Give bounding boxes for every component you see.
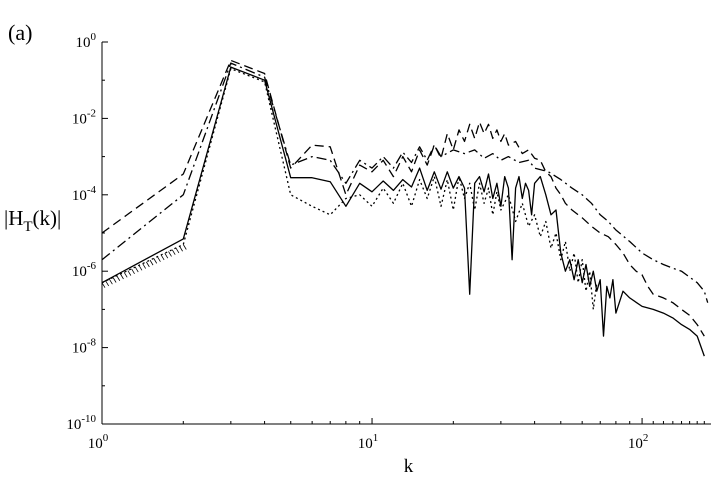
y-tick-base: 10 xyxy=(76,35,91,51)
y-tick-label: 10-4 xyxy=(72,184,97,204)
y-tick-label: 10-6 xyxy=(72,260,97,280)
y-tick-base: 10 xyxy=(72,341,87,357)
series-hatch-mark xyxy=(145,261,150,268)
y-tick-base: 10 xyxy=(66,417,81,433)
y-tick-base: 10 xyxy=(72,188,87,204)
panel-label: (a) xyxy=(8,20,33,45)
y-tick-label: 10-10 xyxy=(66,413,96,433)
series-hatch-mark xyxy=(168,251,172,257)
x-tick-label: 102 xyxy=(628,432,649,452)
x-tick-base: 10 xyxy=(88,436,103,452)
y-tick-exponent: 0 xyxy=(91,31,97,43)
series-hatch-mark xyxy=(171,249,176,255)
y-tick-label: 10-8 xyxy=(72,337,97,357)
series-hatch-mark xyxy=(123,272,128,278)
series-hatch-mark xyxy=(101,282,106,288)
labels-group: k |HT(k)| xyxy=(4,206,414,477)
x-tick-base: 10 xyxy=(358,436,373,452)
y-tick-base: 10 xyxy=(72,264,87,280)
series-hatch-mark xyxy=(142,263,146,269)
y-tick-exponent: -4 xyxy=(87,184,97,196)
series-line-dotted xyxy=(101,68,598,311)
x-tick-exponent: 2 xyxy=(643,432,649,444)
series-hatch-mark xyxy=(112,277,117,283)
series-line-dashed xyxy=(101,59,705,337)
series-hatch-mark xyxy=(149,259,154,266)
series-hatch-mark xyxy=(157,256,161,262)
y-tick-base: 10 xyxy=(72,111,87,127)
series-line-solid xyxy=(101,66,705,357)
y-tick-label: 10-2 xyxy=(72,107,96,127)
x-tick-exponent: 1 xyxy=(373,432,379,444)
y-tick-exponent: -10 xyxy=(81,413,96,425)
x-axis-label: k xyxy=(404,456,414,477)
y-axis-label: |HT(k)| xyxy=(4,206,61,235)
series-hatch-mark xyxy=(127,270,132,276)
series-hatch-mark xyxy=(131,268,135,275)
x-tick-label: 100 xyxy=(88,432,109,452)
series-line-dashdot xyxy=(101,62,709,303)
series-group xyxy=(101,59,709,357)
series-hatch-mark xyxy=(179,246,183,252)
series-hatch-mark xyxy=(120,273,124,280)
series-hatch-mark xyxy=(160,254,165,261)
series-hatch-mark xyxy=(182,244,187,250)
series-hatch-mark xyxy=(109,279,113,285)
x-tick-base: 10 xyxy=(628,436,643,452)
x-tick-exponent: 0 xyxy=(103,432,109,444)
series-hatch-mark xyxy=(153,258,158,264)
x-tick-label: 101 xyxy=(358,432,379,452)
series-hatch-mark xyxy=(164,252,169,259)
series-hatch-mark xyxy=(138,265,143,271)
series-hatch-mark xyxy=(116,275,121,281)
y-tick-exponent: -6 xyxy=(87,260,97,272)
y-tick-exponent: -2 xyxy=(87,107,96,119)
y-tick-label: 100 xyxy=(76,31,97,51)
y-tick-exponent: -8 xyxy=(87,337,97,349)
series-hatch-mark xyxy=(105,280,110,287)
series-hatch-mark xyxy=(134,266,139,273)
series-hatch-mark xyxy=(175,247,180,254)
